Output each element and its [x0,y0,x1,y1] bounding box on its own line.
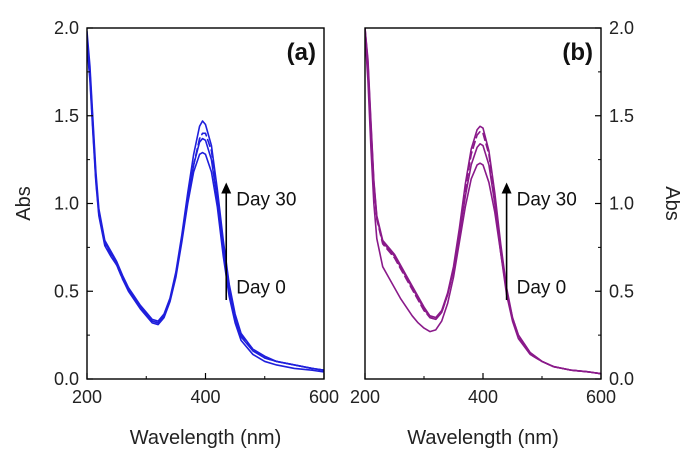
panel-a: 200 400 600 0.0 0.5 1.0 1.5 2.0 (a) Wavelength … [13,18,339,449]
y-tick-label: 1.0 [609,194,634,214]
x-tick-label: 200 [72,387,102,407]
y-tick-label: 2.0 [54,18,79,38]
panel-a-ticks: 200 400 600 0.0 0.5 1.0 1.5 2.0 [54,18,339,407]
panel-b-annotation-day30: Day 30 [517,190,577,211]
panel-a-x-axis-title: Wavelength (nm) [130,427,282,449]
panel-a-annotation-day0: Day 0 [236,277,286,298]
panel-a-label: (a) [287,39,316,66]
panel-b-x-axis-title: Wavelength (nm) [407,427,559,449]
panel-b-annotation-day0: Day 0 [517,277,567,298]
spectrum-line-4 [87,30,324,372]
arrow-head [501,182,512,194]
panel-b-series [365,28,601,375]
panel-a-y-axis-title: Abs [13,186,35,220]
panel-a-annotation-day30: Day 30 [236,190,296,211]
y-tick-label: 0.5 [609,281,634,301]
y-tick-label: 0.0 [54,369,79,389]
y-tick-label: 1.5 [609,106,634,126]
spectrum-line-4 [365,34,601,375]
panel-b-trend-arrow [501,182,512,301]
x-tick-label: 200 [350,387,380,407]
y-tick-label: 0.0 [609,369,634,389]
panel-a-trend-arrow [221,182,232,301]
y-tick-label: 2.0 [609,18,634,38]
y-tick-label: 1.5 [54,106,79,126]
arrow-head [221,182,232,194]
y-tick-label: 1.0 [54,194,79,214]
panel-b-y-axis-title: Abs [661,186,680,220]
x-tick-label: 400 [468,387,498,407]
x-tick-label: 400 [190,387,220,407]
spectrum-line-3 [87,41,324,372]
x-tick-label: 600 [309,387,339,407]
y-tick-label: 0.5 [54,281,79,301]
panel-a-series [87,30,324,373]
panel-b-label: (b) [562,39,593,66]
x-tick-label: 600 [586,387,616,407]
